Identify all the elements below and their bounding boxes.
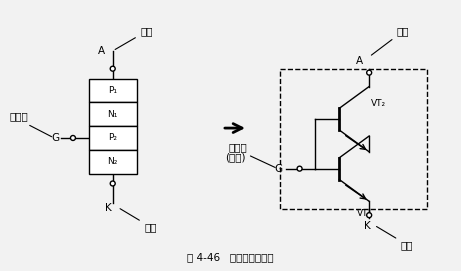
Text: 阳极: 阳极 <box>115 26 153 50</box>
Text: G: G <box>275 164 283 174</box>
Text: G: G <box>51 133 59 143</box>
Bar <box>89 79 136 102</box>
Text: (等效): (等效) <box>225 152 245 162</box>
Text: 图 4-46   单向晋闸管原理: 图 4-46 单向晋闸管原理 <box>187 252 273 262</box>
Text: A: A <box>356 56 363 66</box>
Circle shape <box>71 136 76 140</box>
Bar <box>280 69 427 209</box>
Text: K: K <box>106 203 112 213</box>
Text: P₂: P₂ <box>108 134 117 143</box>
Text: 控制极: 控制极 <box>229 142 248 152</box>
Text: P₁: P₁ <box>108 86 117 95</box>
Text: 阳极: 阳极 <box>372 26 409 55</box>
Text: N₂: N₂ <box>107 157 118 166</box>
Text: VT₂: VT₂ <box>371 99 386 108</box>
Circle shape <box>297 166 302 171</box>
Circle shape <box>110 181 115 186</box>
Text: K: K <box>364 221 371 231</box>
Text: 控制极: 控制极 <box>10 111 29 121</box>
Circle shape <box>366 213 372 218</box>
Circle shape <box>366 70 372 75</box>
Text: A: A <box>98 46 105 56</box>
Circle shape <box>110 66 115 71</box>
Bar <box>89 126 136 150</box>
Text: 阴极: 阴极 <box>377 227 414 250</box>
Text: N₁: N₁ <box>107 110 118 119</box>
Bar <box>89 102 136 126</box>
Bar <box>89 150 136 174</box>
Text: 阴极: 阴极 <box>120 209 157 232</box>
Text: VT₁: VT₁ <box>357 209 372 218</box>
